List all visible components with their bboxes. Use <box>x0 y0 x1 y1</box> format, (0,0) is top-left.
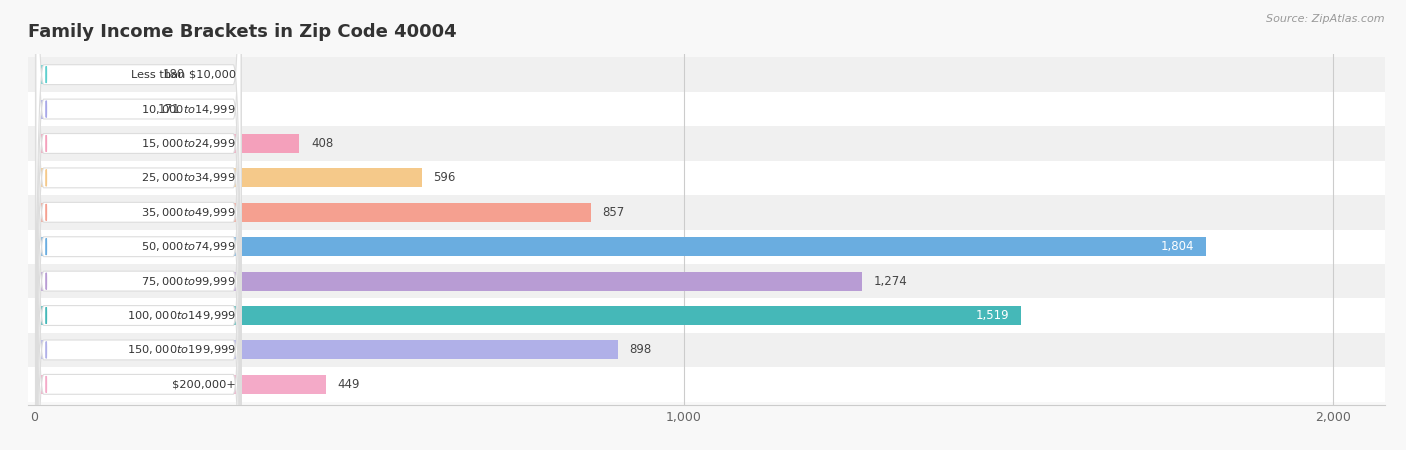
FancyBboxPatch shape <box>37 0 240 450</box>
Bar <box>3 333 1406 367</box>
Bar <box>35 272 862 291</box>
Text: $150,000 to $199,999: $150,000 to $199,999 <box>127 343 236 356</box>
Text: Less than $10,000: Less than $10,000 <box>131 70 236 80</box>
Bar <box>35 375 326 394</box>
Text: $75,000 to $99,999: $75,000 to $99,999 <box>142 274 236 288</box>
Text: 449: 449 <box>337 378 360 391</box>
Bar <box>3 195 1406 230</box>
Bar <box>3 367 1406 401</box>
Bar <box>3 230 1406 264</box>
Text: $50,000 to $74,999: $50,000 to $74,999 <box>142 240 236 253</box>
Text: 1,274: 1,274 <box>873 274 907 288</box>
Bar <box>35 168 422 187</box>
Bar <box>3 298 1406 333</box>
FancyBboxPatch shape <box>37 0 240 450</box>
Text: Source: ZipAtlas.com: Source: ZipAtlas.com <box>1267 14 1385 23</box>
Bar <box>35 99 146 118</box>
Bar <box>35 237 1206 256</box>
Text: 898: 898 <box>630 343 651 356</box>
Bar <box>35 65 152 84</box>
Bar <box>3 161 1406 195</box>
Text: Family Income Brackets in Zip Code 40004: Family Income Brackets in Zip Code 40004 <box>28 23 457 41</box>
Text: $15,000 to $24,999: $15,000 to $24,999 <box>142 137 236 150</box>
Text: $25,000 to $34,999: $25,000 to $34,999 <box>142 171 236 184</box>
FancyBboxPatch shape <box>37 0 240 450</box>
Text: 171: 171 <box>157 103 180 116</box>
Bar <box>3 58 1406 92</box>
Bar <box>3 126 1406 161</box>
Text: $100,000 to $149,999: $100,000 to $149,999 <box>127 309 236 322</box>
Bar <box>35 203 591 222</box>
Bar <box>3 92 1406 126</box>
FancyBboxPatch shape <box>37 0 240 450</box>
FancyBboxPatch shape <box>37 0 240 450</box>
Text: 857: 857 <box>603 206 624 219</box>
Text: $35,000 to $49,999: $35,000 to $49,999 <box>142 206 236 219</box>
FancyBboxPatch shape <box>37 0 240 450</box>
Text: 1,804: 1,804 <box>1160 240 1194 253</box>
Text: $10,000 to $14,999: $10,000 to $14,999 <box>142 103 236 116</box>
Text: 408: 408 <box>311 137 333 150</box>
Bar <box>3 264 1406 298</box>
FancyBboxPatch shape <box>37 0 240 450</box>
FancyBboxPatch shape <box>37 0 240 450</box>
Bar <box>35 134 299 153</box>
Text: 596: 596 <box>433 171 456 184</box>
Bar <box>35 306 1021 325</box>
FancyBboxPatch shape <box>37 0 240 450</box>
FancyBboxPatch shape <box>37 0 240 450</box>
Text: $200,000+: $200,000+ <box>172 379 236 389</box>
Bar <box>35 341 617 360</box>
Text: 1,519: 1,519 <box>976 309 1010 322</box>
Text: 180: 180 <box>163 68 186 81</box>
